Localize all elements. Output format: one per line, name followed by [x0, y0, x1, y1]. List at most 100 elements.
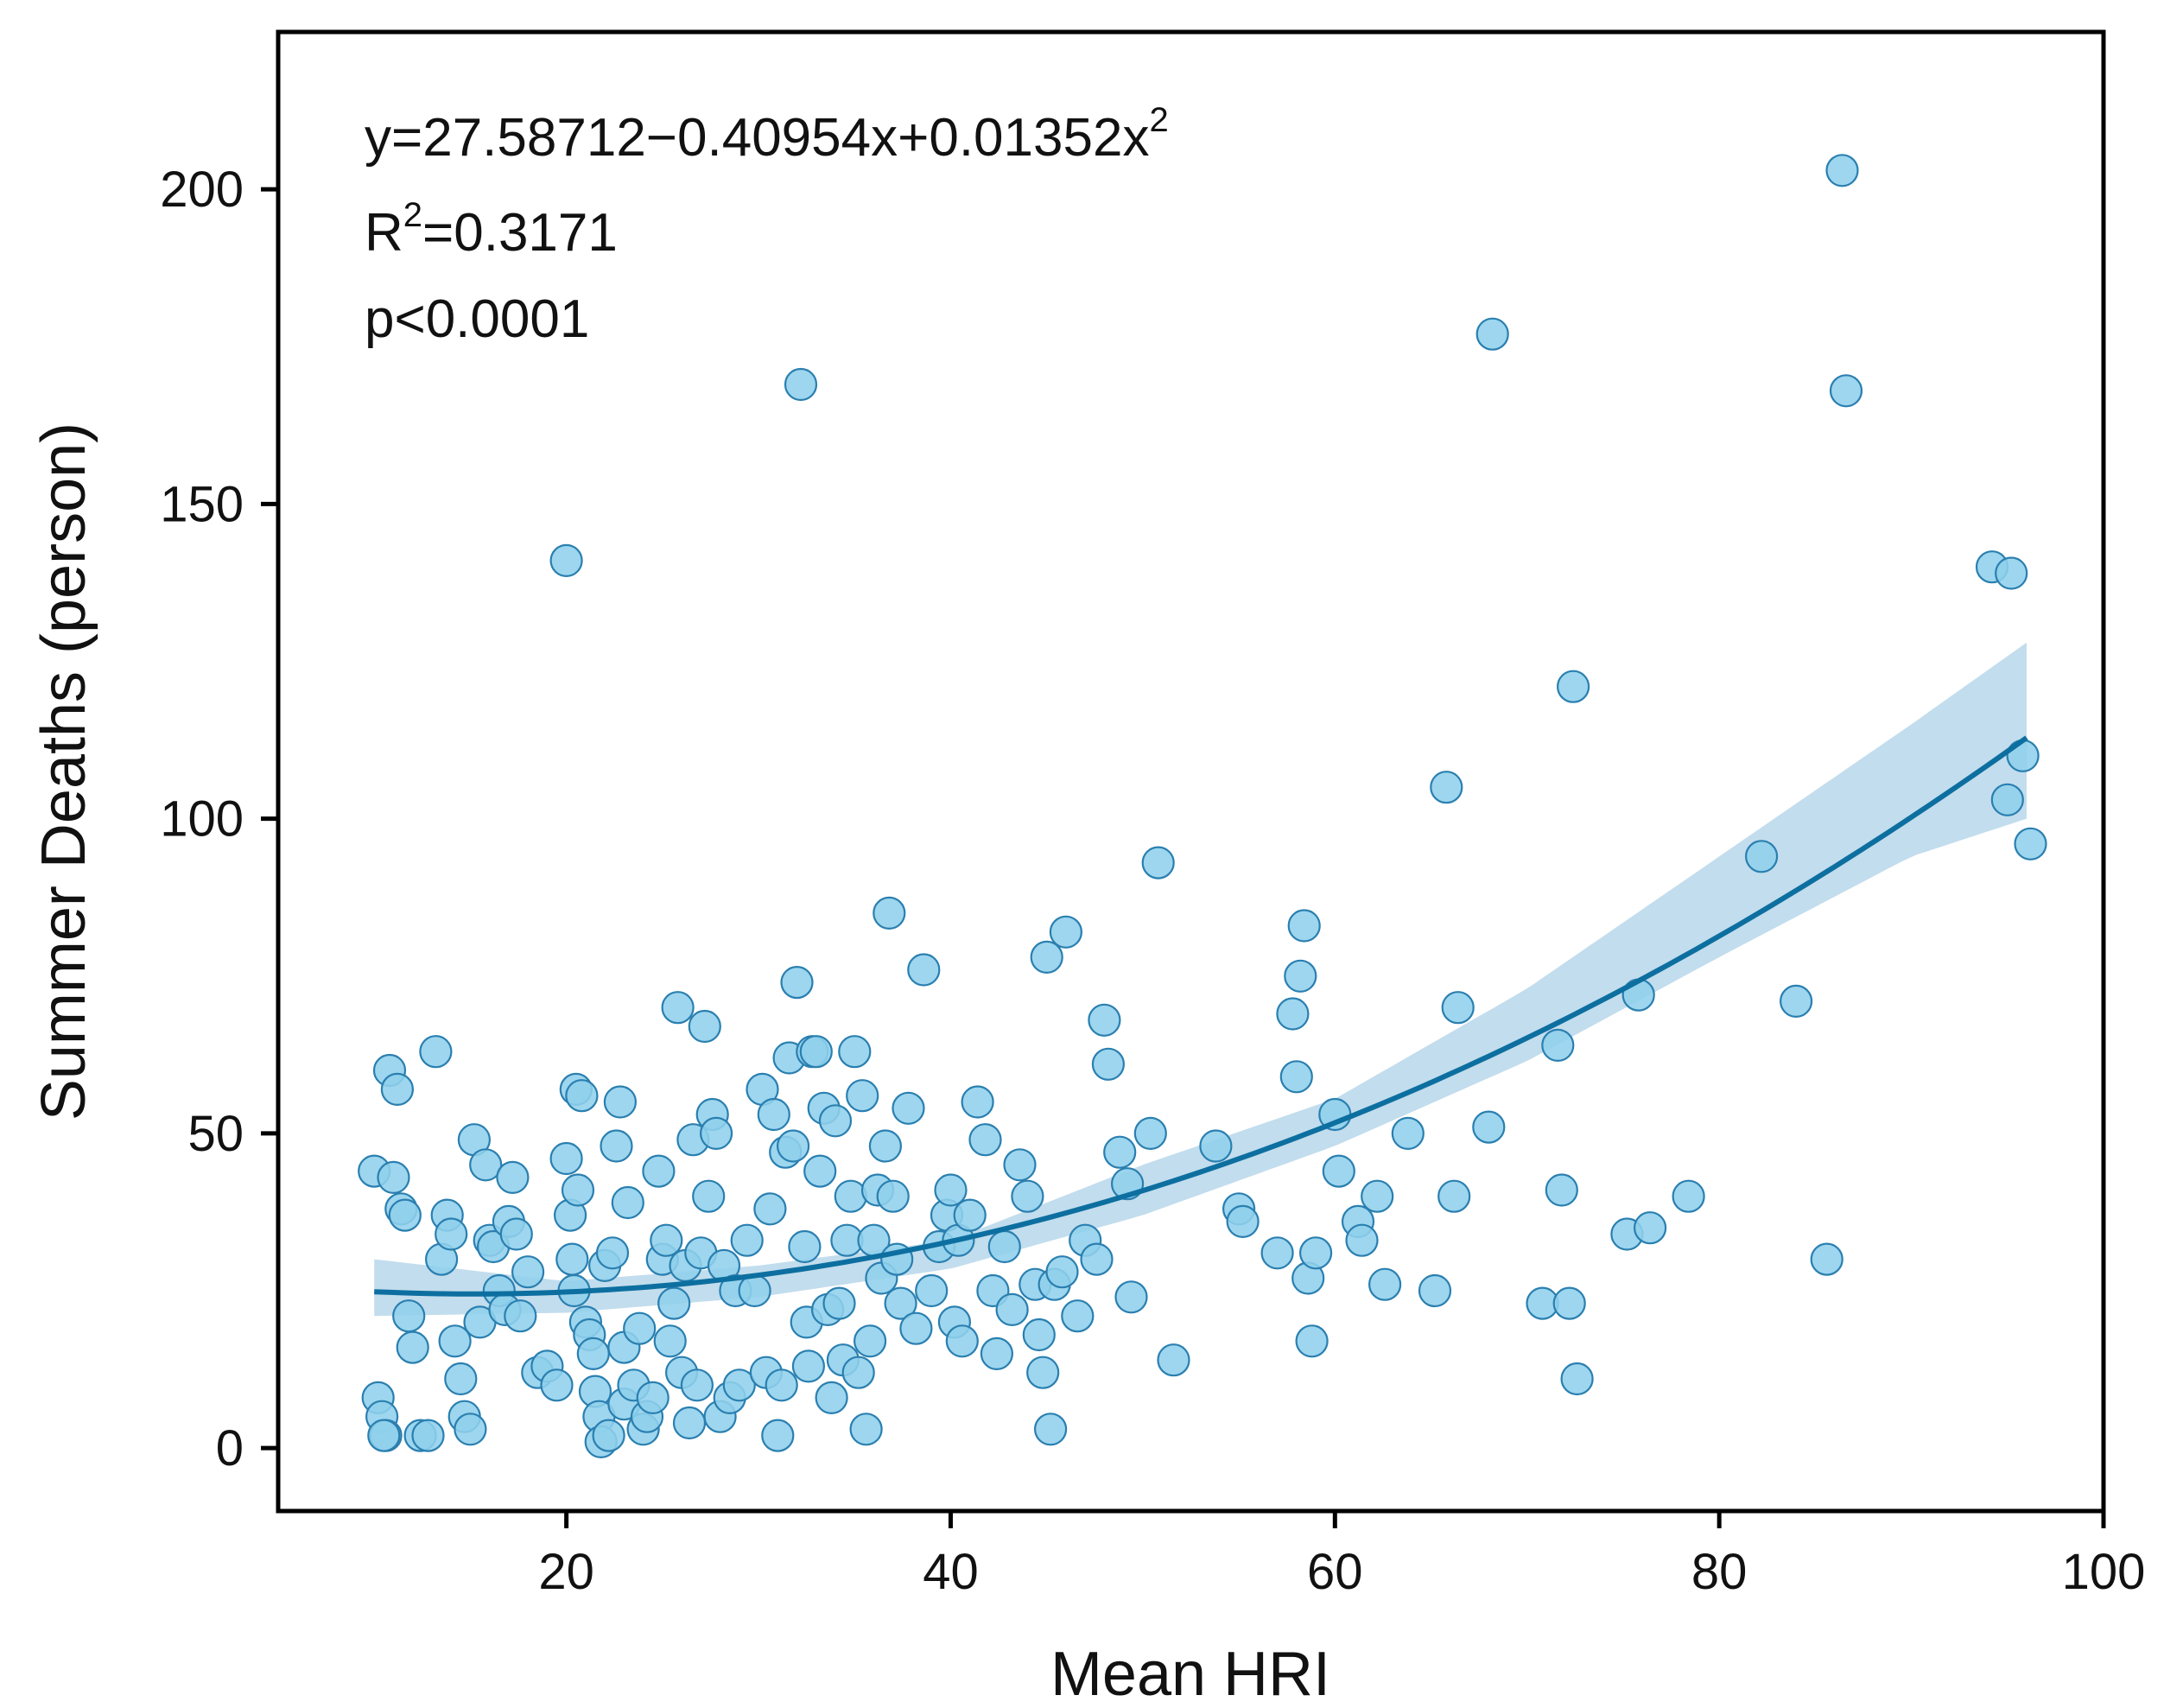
r-squared-superscript: 2 — [403, 196, 422, 234]
data-point — [1114, 1280, 1148, 1314]
data-point — [2006, 739, 2040, 772]
r-squared-annotation: R2=0.3171 — [365, 196, 618, 263]
confidence-band-layer — [374, 642, 2028, 1317]
x-axis-title: Mean HRI — [1050, 1640, 1330, 1708]
data-point — [496, 1160, 530, 1195]
data-point — [504, 1299, 537, 1333]
data-point — [841, 1356, 875, 1389]
data-point — [396, 1330, 429, 1364]
data-point — [603, 1085, 638, 1119]
data-point — [1260, 1236, 1294, 1270]
data-point — [688, 1009, 721, 1044]
data-point — [540, 1368, 574, 1402]
data-point — [868, 1129, 903, 1163]
data-point — [987, 1229, 1021, 1264]
x-axis-ticks: 20 40 60 80 100 — [538, 1511, 2145, 1600]
data-point — [803, 1154, 837, 1188]
data-point — [1541, 1028, 1575, 1063]
y-tick-label: 100 — [160, 791, 244, 848]
data-point — [419, 1035, 453, 1069]
data-point — [438, 1324, 472, 1358]
data-point — [722, 1368, 756, 1402]
data-points-layer — [358, 154, 2047, 1459]
data-point — [1295, 1324, 1329, 1358]
data-point — [791, 1349, 826, 1383]
data-point — [367, 1419, 401, 1452]
x-tick-label: 20 — [538, 1544, 594, 1600]
x-tick-label: 60 — [1307, 1544, 1363, 1600]
data-point — [1003, 1148, 1037, 1182]
data-point — [592, 1419, 625, 1452]
data-point — [1391, 1116, 1425, 1151]
data-point — [511, 1255, 545, 1289]
data-point — [1545, 1173, 1578, 1207]
fit-curve — [374, 735, 2028, 1297]
data-point — [1552, 1286, 1586, 1320]
data-point — [642, 1154, 676, 1188]
y-axis-title: Summer Deaths (person) — [29, 422, 98, 1121]
data-point — [822, 1286, 856, 1320]
data-point — [1430, 771, 1463, 804]
data-point — [1141, 846, 1175, 879]
y-tick-label: 150 — [160, 476, 244, 532]
data-point — [600, 1129, 633, 1163]
y-tick-label: 0 — [216, 1420, 244, 1476]
data-point — [780, 965, 814, 1000]
data-point — [799, 1035, 833, 1069]
data-point — [411, 1419, 445, 1452]
data-point — [834, 1179, 867, 1213]
data-point — [788, 1229, 822, 1264]
data-point — [2014, 827, 2047, 860]
data-point — [1157, 1343, 1190, 1377]
data-point — [1103, 1135, 1137, 1169]
equation-annotation: y=27.58712−0.40954x+0.01352x2 — [365, 101, 1169, 168]
data-point — [907, 953, 941, 987]
data-point — [1441, 991, 1475, 1025]
x-tick-label: 80 — [1691, 1544, 1748, 1600]
plot-frame — [276, 29, 2106, 1514]
data-point — [892, 1091, 925, 1125]
x-tick-label: 100 — [2062, 1544, 2146, 1600]
data-point — [377, 1160, 410, 1195]
data-point — [454, 1413, 487, 1446]
data-point — [853, 1324, 887, 1358]
data-point — [1279, 1060, 1313, 1094]
data-point — [699, 1116, 733, 1151]
data-point — [1556, 670, 1590, 703]
data-point — [761, 1419, 795, 1452]
data-point — [565, 1079, 599, 1113]
fit-curve-layer — [374, 735, 2028, 1297]
data-point — [549, 1141, 583, 1176]
data-point — [1437, 1179, 1471, 1213]
data-point — [1061, 1299, 1095, 1333]
data-point — [1088, 1003, 1121, 1037]
data-point — [1810, 1242, 1843, 1276]
data-point — [1744, 840, 1779, 873]
data-point — [1033, 1413, 1068, 1446]
data-point — [1322, 1154, 1355, 1188]
data-point — [388, 1198, 422, 1232]
data-point — [818, 1104, 853, 1138]
data-point — [934, 1173, 968, 1207]
data-point — [961, 1085, 994, 1119]
y-tick-label: 50 — [187, 1106, 244, 1162]
data-point — [1045, 1255, 1079, 1289]
data-point — [611, 1185, 644, 1220]
data-point — [953, 1198, 987, 1232]
data-point — [657, 1286, 691, 1320]
data-point — [815, 1381, 848, 1415]
data-point — [1825, 154, 1859, 187]
data-point — [1298, 1236, 1333, 1270]
data-point — [1475, 317, 1509, 351]
p-value-annotation: p<0.0001 — [365, 289, 589, 349]
data-point — [876, 1179, 910, 1213]
data-point — [1276, 997, 1310, 1031]
data-point — [1284, 959, 1317, 993]
data-point — [1829, 374, 1863, 408]
data-point — [499, 1217, 533, 1251]
data-point — [1418, 1273, 1452, 1308]
data-point — [738, 1273, 771, 1308]
data-point — [995, 1292, 1029, 1327]
data-point — [576, 1337, 610, 1371]
